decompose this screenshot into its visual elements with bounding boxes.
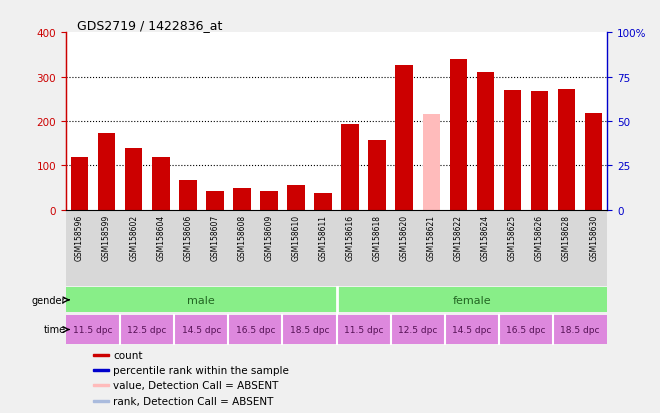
Text: rank, Detection Call = ABSENT: rank, Detection Call = ABSENT — [114, 396, 274, 406]
Text: GSM158596: GSM158596 — [75, 214, 84, 260]
Text: GSM158602: GSM158602 — [129, 214, 138, 260]
Text: GSM158620: GSM158620 — [400, 214, 409, 260]
Bar — [260, 192, 278, 210]
Bar — [93, 400, 110, 401]
Text: GSM158608: GSM158608 — [238, 214, 246, 260]
Bar — [395, 65, 413, 210]
Bar — [422, 115, 440, 210]
Text: GSM158609: GSM158609 — [265, 214, 273, 260]
Bar — [66, 288, 337, 313]
Text: GSM158610: GSM158610 — [292, 214, 300, 260]
Text: GSM158607: GSM158607 — [211, 214, 219, 260]
Text: value, Detection Call = ABSENT: value, Detection Call = ABSENT — [114, 380, 279, 390]
Text: GSM158606: GSM158606 — [183, 214, 192, 260]
Bar — [179, 180, 197, 210]
Bar — [125, 148, 143, 210]
Text: male: male — [187, 295, 215, 305]
Bar — [391, 316, 445, 344]
Text: GSM158604: GSM158604 — [156, 214, 165, 260]
Text: 16.5 dpc: 16.5 dpc — [506, 325, 546, 334]
Text: GSM158621: GSM158621 — [427, 214, 436, 260]
Text: GSM158622: GSM158622 — [454, 214, 463, 260]
Text: 11.5 dpc: 11.5 dpc — [344, 325, 383, 334]
Text: 14.5 dpc: 14.5 dpc — [182, 325, 221, 334]
Text: GSM158628: GSM158628 — [562, 214, 571, 260]
Text: GDS2719 / 1422836_at: GDS2719 / 1422836_at — [77, 19, 222, 32]
Text: percentile rank within the sample: percentile rank within the sample — [114, 365, 289, 375]
Bar — [152, 158, 170, 210]
Bar — [228, 316, 282, 344]
Text: 14.5 dpc: 14.5 dpc — [452, 325, 492, 334]
Text: GSM158618: GSM158618 — [373, 214, 381, 260]
Text: GSM158625: GSM158625 — [508, 214, 517, 260]
Bar — [66, 316, 120, 344]
Text: GSM158611: GSM158611 — [319, 214, 327, 260]
Bar — [93, 385, 110, 387]
Bar — [174, 316, 228, 344]
Bar — [120, 316, 174, 344]
Bar — [233, 188, 251, 210]
Bar — [93, 369, 110, 371]
Bar — [98, 134, 115, 210]
Text: 12.5 dpc: 12.5 dpc — [398, 325, 438, 334]
Bar — [314, 194, 332, 210]
Bar — [558, 89, 576, 210]
Bar — [585, 114, 603, 210]
Bar — [445, 316, 499, 344]
Bar — [337, 288, 607, 313]
Bar — [477, 73, 494, 210]
Bar — [504, 91, 521, 210]
Bar — [531, 92, 548, 210]
Text: GSM158616: GSM158616 — [346, 214, 354, 260]
Text: 18.5 dpc: 18.5 dpc — [560, 325, 600, 334]
Bar — [337, 316, 391, 344]
Text: GSM158630: GSM158630 — [589, 214, 598, 260]
Bar — [206, 191, 224, 210]
Text: GSM158624: GSM158624 — [481, 214, 490, 260]
Bar — [499, 316, 553, 344]
Bar — [341, 124, 359, 210]
Text: gender: gender — [32, 295, 66, 305]
Bar — [71, 158, 88, 210]
Text: 18.5 dpc: 18.5 dpc — [290, 325, 329, 334]
Bar — [368, 141, 386, 210]
Bar — [287, 185, 305, 210]
Text: 11.5 dpc: 11.5 dpc — [73, 325, 113, 334]
Bar — [93, 354, 110, 356]
Text: time: time — [44, 325, 66, 335]
Text: count: count — [114, 350, 143, 360]
Text: GSM158626: GSM158626 — [535, 214, 544, 260]
Text: GSM158599: GSM158599 — [102, 214, 111, 260]
Bar — [282, 316, 337, 344]
Text: female: female — [453, 295, 491, 305]
Bar — [449, 59, 467, 210]
Text: 12.5 dpc: 12.5 dpc — [127, 325, 167, 334]
Text: 16.5 dpc: 16.5 dpc — [236, 325, 275, 334]
Bar — [553, 316, 607, 344]
